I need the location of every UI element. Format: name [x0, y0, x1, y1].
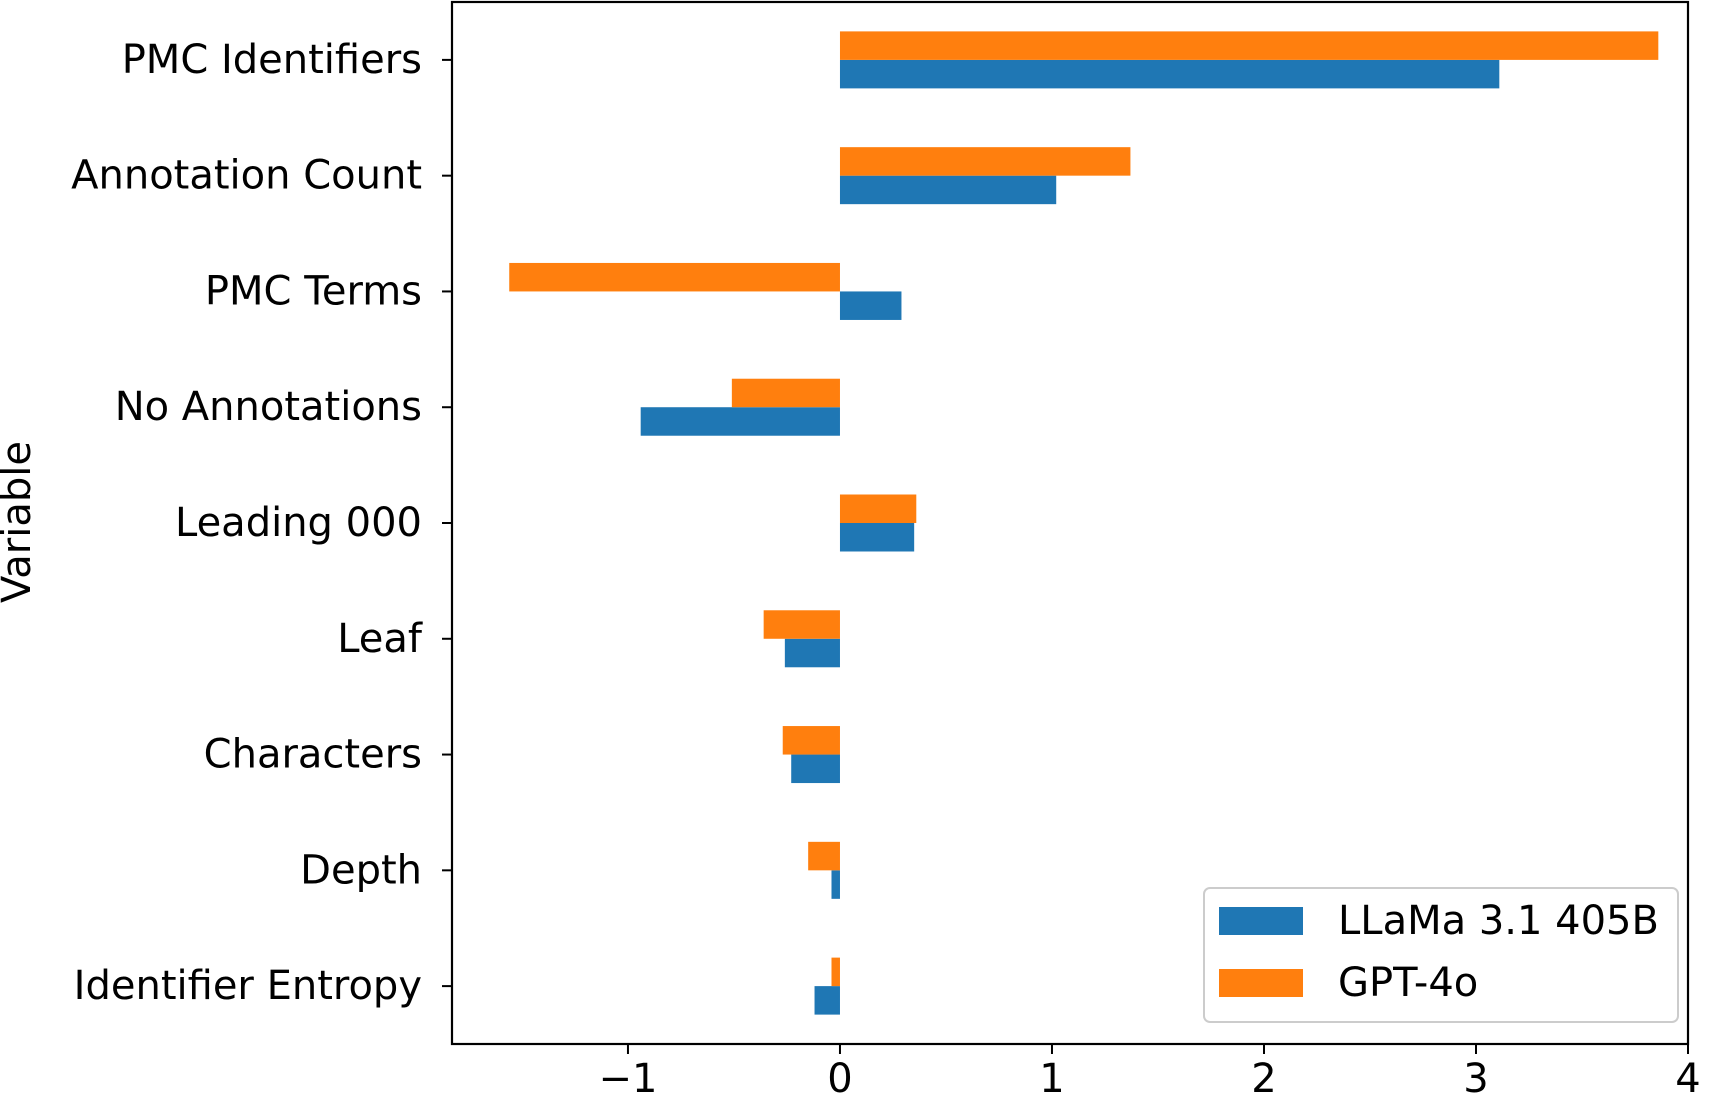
y-axis-label: Variable — [0, 441, 40, 603]
legend-label-llama: LLaMa 3.1 405B — [1338, 898, 1659, 944]
x-tick-label: 3 — [1463, 1056, 1488, 1102]
x-tick-label: 2 — [1251, 1056, 1276, 1102]
bar-llama-pmc-terms — [839, 291, 902, 320]
legend-label-gpt4o: GPT-4o — [1338, 960, 1478, 1006]
bar-llama-annotation-count — [839, 175, 1057, 205]
bar-llama-no-annotations — [640, 407, 840, 436]
y-tick-label: Identifier Entropy — [74, 963, 422, 1009]
y-tick-label: Leading 000 — [175, 500, 422, 546]
bar-llama-leading-000 — [839, 523, 915, 552]
y-tick-label: PMC Terms — [205, 268, 422, 314]
y-tick-label: PMC Identifiers — [122, 37, 422, 83]
legend-swatch-gpt4o — [1219, 969, 1303, 997]
x-tick-label: 0 — [827, 1056, 852, 1102]
legend-swatch-llama — [1219, 907, 1303, 935]
bar-llama-depth — [831, 870, 840, 899]
legend-box — [1203, 887, 1679, 1023]
y-tick-label: Depth — [300, 847, 422, 893]
y-tick-label: Annotation Count — [71, 153, 422, 199]
bar-gpt4o-characters — [782, 726, 840, 755]
bar-gpt4o-depth — [808, 841, 840, 871]
axes-layer: PMC Identifiers Annotation Count PMC Terms… — [71, 0, 1701, 1102]
legend: LLaMa 3.1 405B GPT-4o — [1203, 887, 1679, 1023]
bar-gpt4o-identifier-entropy — [831, 957, 840, 987]
bar-llama-characters — [791, 754, 840, 784]
bar-gpt4o-leaf — [763, 610, 840, 639]
y-tick-label: Characters — [204, 732, 422, 778]
x-tick-label: 4 — [1675, 1056, 1700, 1102]
bar-llama-pmc-identifiers — [839, 59, 1500, 89]
x-tick-label: 1 — [1039, 1056, 1064, 1102]
bar-gpt4o-annotation-count — [839, 147, 1131, 176]
bar-gpt4o-pmc-identifiers — [839, 31, 1659, 60]
bar-gpt4o-leading-000 — [839, 494, 917, 523]
plot-frame — [450, 0, 1690, 1046]
bar-gpt4o-no-annotations — [731, 378, 840, 408]
x-tick-label: −1 — [598, 1056, 657, 1102]
bar-llama-identifier-entropy — [814, 986, 840, 1015]
y-tick-label: Leaf — [337, 616, 423, 662]
bars-layer — [509, 31, 1659, 1015]
y-tick-label: No Annotations — [115, 384, 422, 430]
bar-gpt4o-pmc-terms — [509, 262, 840, 292]
bar-llama-leaf — [784, 638, 840, 668]
